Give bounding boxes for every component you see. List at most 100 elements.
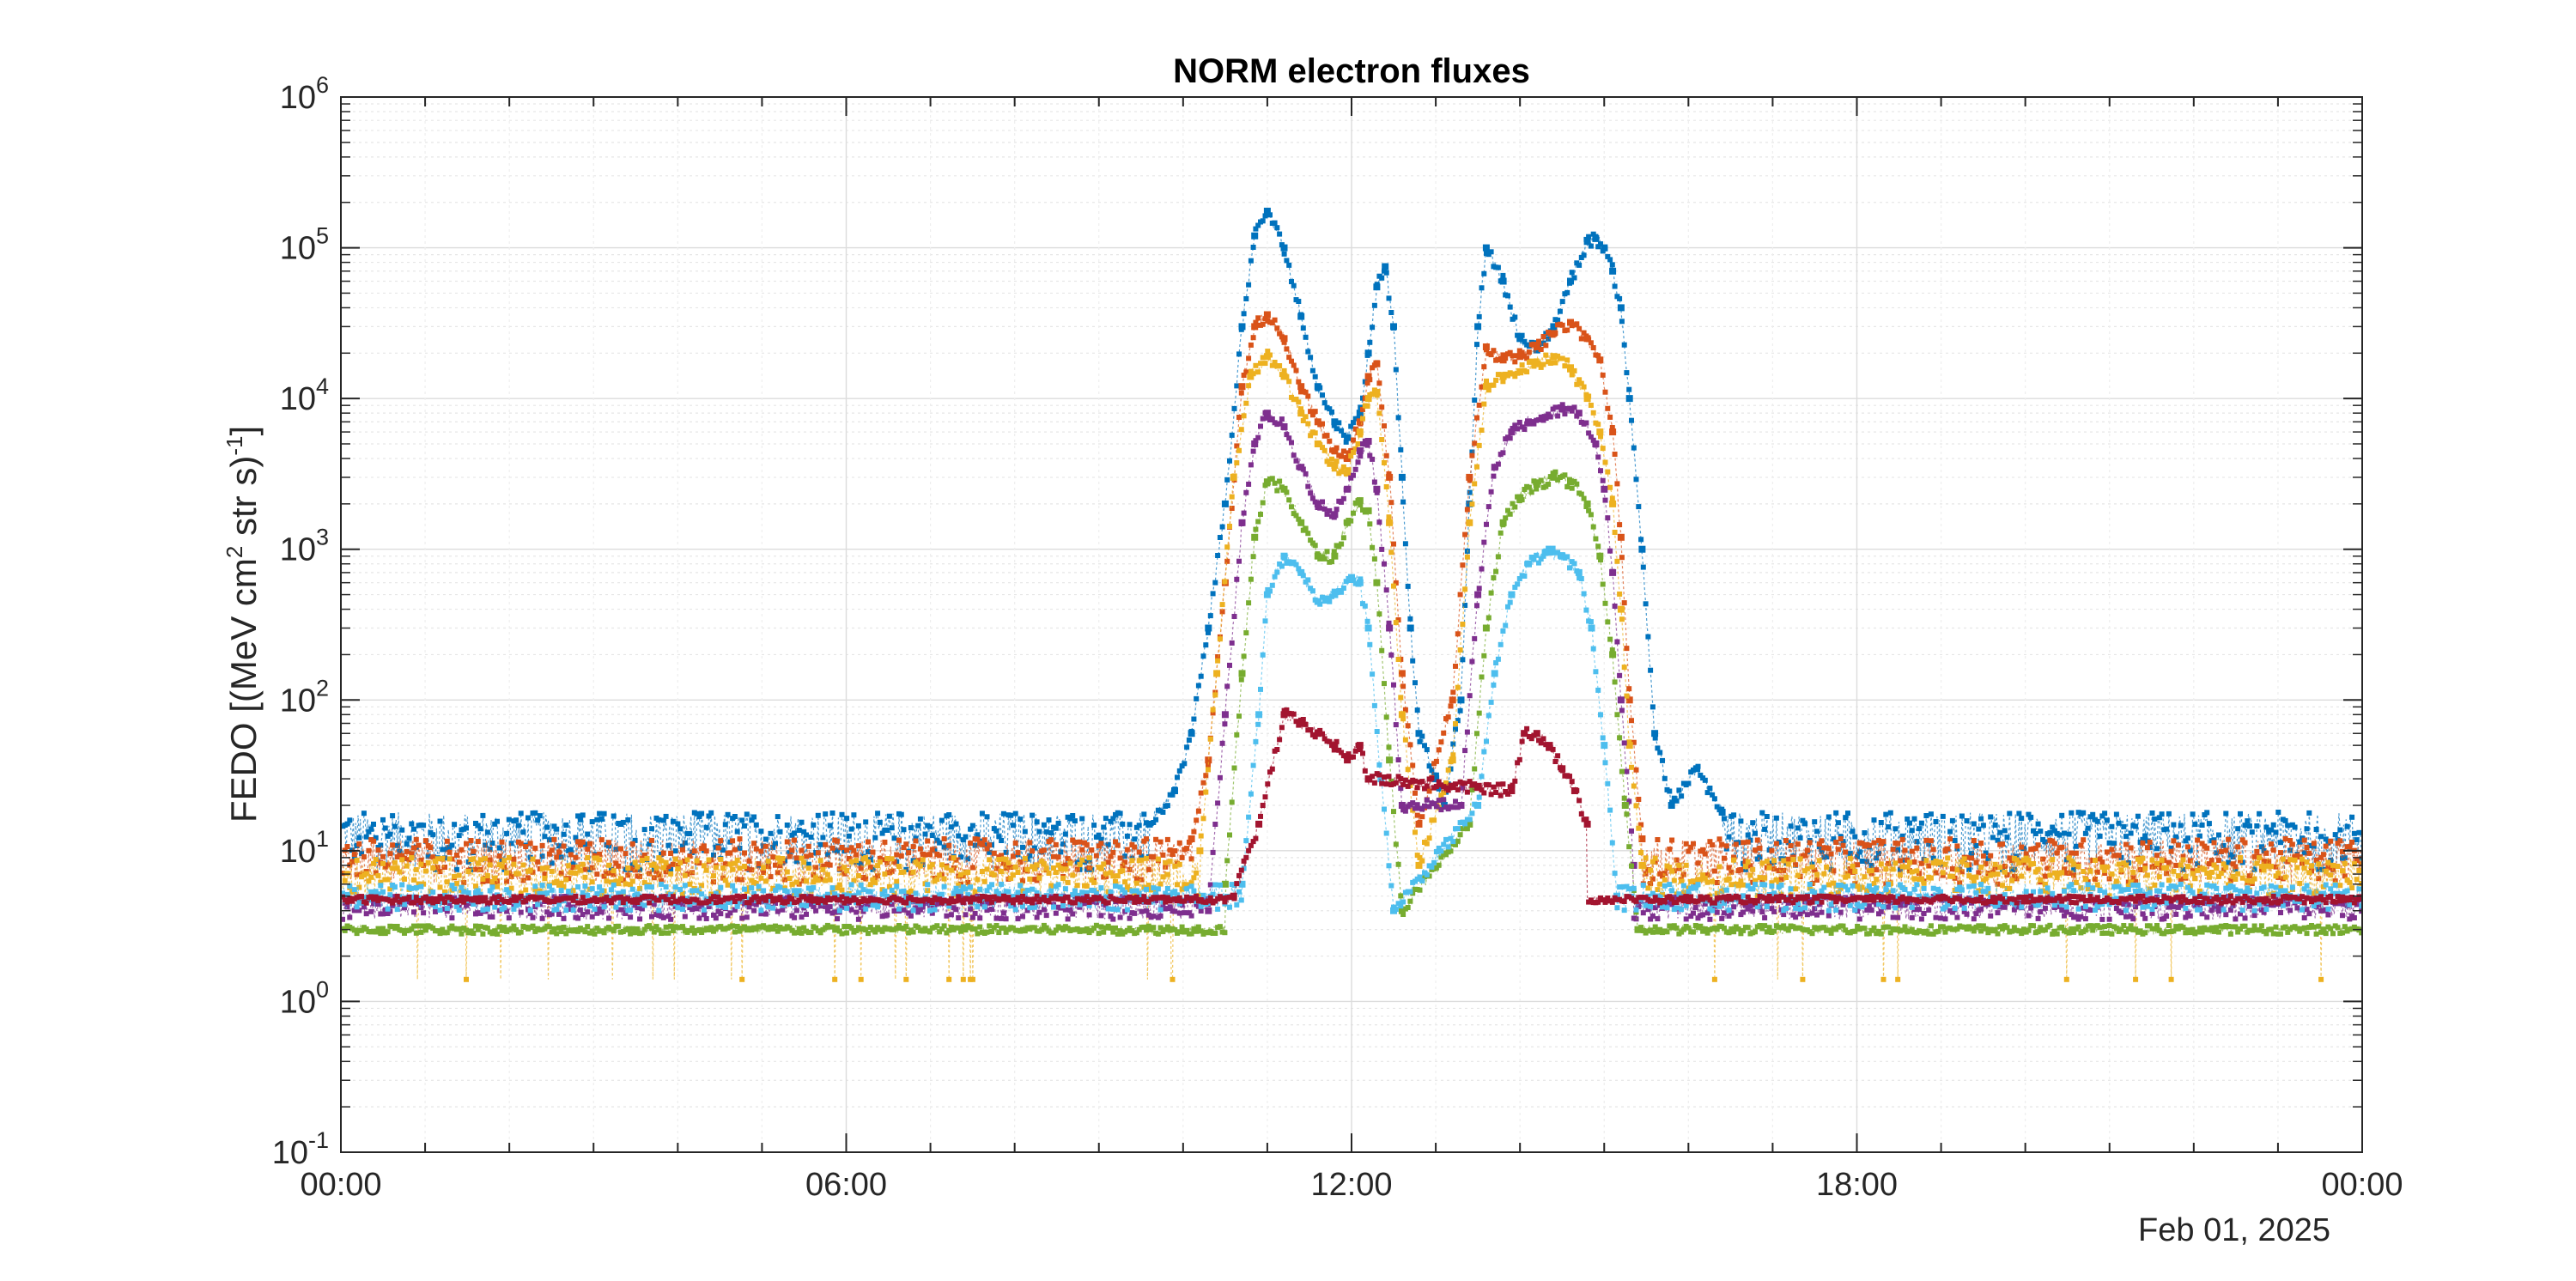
series-point xyxy=(730,866,736,872)
series-point xyxy=(1206,762,1211,768)
series-point xyxy=(1351,449,1356,455)
series-point xyxy=(2249,829,2255,835)
series-point xyxy=(1928,838,1934,844)
series-point xyxy=(1253,319,1259,325)
series-point xyxy=(2351,861,2357,867)
series-point xyxy=(1277,363,1283,368)
series-point xyxy=(2227,907,2233,913)
series-point xyxy=(1015,870,1021,875)
series-point xyxy=(1186,910,1192,916)
series-point xyxy=(2144,845,2150,851)
series-point xyxy=(1260,500,1266,506)
series-point xyxy=(1139,857,1145,863)
series-point xyxy=(356,841,362,847)
series-point xyxy=(894,926,900,932)
series-point xyxy=(1485,387,1492,393)
series-point xyxy=(1493,568,1499,574)
series-point xyxy=(539,842,545,848)
series-point xyxy=(464,976,469,982)
series-point xyxy=(620,889,626,895)
series-point xyxy=(585,909,591,915)
series-point xyxy=(1895,914,1901,920)
series-key-point xyxy=(1482,383,1490,391)
series-point xyxy=(2051,870,2057,876)
series-point xyxy=(751,814,757,820)
series-point xyxy=(1569,270,1575,276)
series-point xyxy=(827,862,833,868)
series-point xyxy=(1757,875,1763,881)
series-point xyxy=(953,885,959,891)
series-point xyxy=(770,854,776,860)
series-point xyxy=(1773,877,1779,883)
series-point xyxy=(1103,894,1109,900)
series-point xyxy=(1795,841,1801,847)
series-point xyxy=(508,885,514,891)
series-point xyxy=(684,857,690,863)
series-point xyxy=(1700,912,1706,918)
series-point xyxy=(965,892,971,898)
series-point xyxy=(1053,927,1059,933)
series-point xyxy=(1386,620,1392,626)
series-point xyxy=(1890,914,1896,920)
series-point xyxy=(546,924,552,930)
series-key-point xyxy=(1617,533,1625,541)
series-point xyxy=(1067,908,1073,913)
series-point xyxy=(416,881,422,887)
series-key-point xyxy=(1415,861,1423,869)
series-point xyxy=(1629,764,1634,770)
series-key-point xyxy=(1609,428,1617,436)
series-key-point xyxy=(1625,395,1633,403)
series-point xyxy=(597,810,603,817)
series-point xyxy=(347,883,353,889)
series-point xyxy=(699,810,705,817)
series-point xyxy=(1871,817,1877,823)
series-point xyxy=(1914,845,1920,851)
series-point xyxy=(2297,880,2303,886)
series-point xyxy=(1212,882,1218,888)
series-point xyxy=(2202,866,2208,872)
series-point xyxy=(1265,349,1271,355)
series-point xyxy=(1754,837,1760,843)
series-point xyxy=(411,845,416,851)
series-point xyxy=(2059,870,2065,876)
series-point xyxy=(1598,434,1603,440)
series-key-point xyxy=(1331,418,1339,426)
series-point xyxy=(739,915,745,921)
series-point xyxy=(1260,416,1266,422)
series-point xyxy=(1248,342,1254,348)
series-point xyxy=(972,910,978,916)
series-point xyxy=(1557,308,1563,314)
series-point xyxy=(758,875,764,881)
series-point xyxy=(1662,877,1668,883)
series-point xyxy=(1498,530,1504,536)
series-point xyxy=(1918,820,1924,826)
series-point xyxy=(1227,524,1232,529)
series-point xyxy=(975,877,981,883)
series-point xyxy=(1868,862,1874,868)
series-point xyxy=(1055,862,1061,868)
series-key-point xyxy=(1482,244,1490,252)
series-point xyxy=(1351,472,1356,478)
series-point xyxy=(906,910,912,916)
series-key-point xyxy=(1449,756,1456,764)
series-point xyxy=(2242,823,2248,829)
series-point xyxy=(1716,836,1722,842)
series-point xyxy=(1386,295,1392,301)
series-point xyxy=(402,876,407,882)
series-point xyxy=(1540,361,1546,367)
series-point xyxy=(1773,815,1779,821)
series-point xyxy=(1296,299,1302,304)
series-point xyxy=(1141,924,1147,930)
series-point xyxy=(2082,830,2088,836)
series-point xyxy=(616,923,622,929)
series-key-point xyxy=(1516,353,1524,361)
series-point xyxy=(824,871,830,877)
series-point xyxy=(941,844,947,850)
series-point xyxy=(1184,846,1190,852)
series-point xyxy=(1600,477,1606,483)
series-point xyxy=(659,858,665,864)
series-point xyxy=(1505,293,1510,299)
series-point xyxy=(660,865,666,871)
series-point xyxy=(580,889,586,895)
series-point xyxy=(589,879,595,885)
